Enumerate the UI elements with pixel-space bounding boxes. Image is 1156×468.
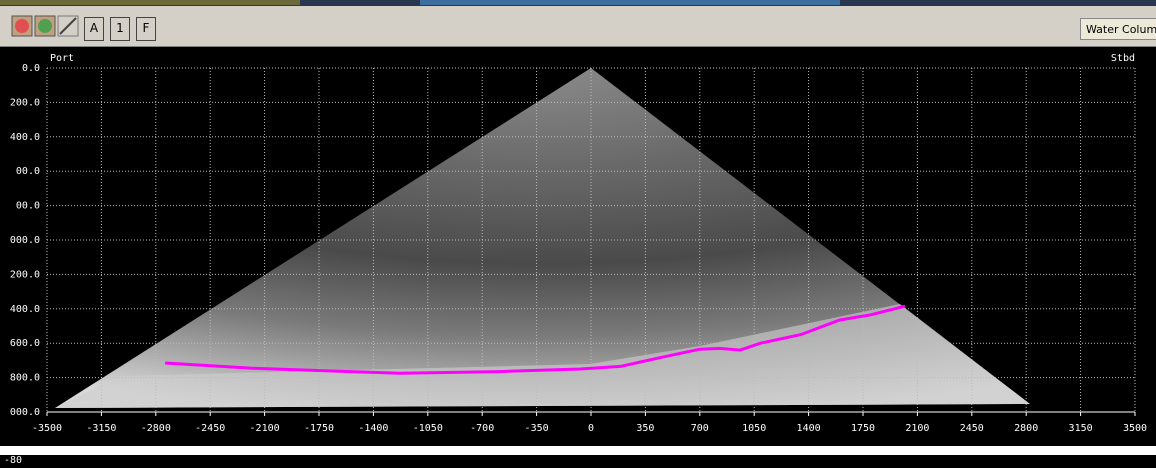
y-tick-label: 400.0 [10,132,40,143]
x-tick-label: 2100 [905,423,929,434]
x-tick-label: -350 [525,423,549,434]
stbd-label: Stbd [1111,53,1135,64]
x-tick-label: 3150 [1069,423,1093,434]
x-tick-label: 2450 [960,423,984,434]
x-tick-label: 0 [588,423,594,434]
x-tick-label: 1750 [851,423,875,434]
chart: 0.0 200.0 400.0 00.0 00.0 000.0 200.0 400.0 600.… [0,53,1156,466]
slider-min-label: -80 [4,455,22,466]
toolbar-icons[interactable] [0,6,170,46]
x-tick-label: 350 [636,423,654,434]
x-tick-label: -700 [470,423,494,434]
y-tick-label: 400.0 [10,304,40,315]
y-tick-label: 800.0 [10,373,40,384]
x-tick-label: -3500 [32,423,62,434]
top-strip [0,0,1156,6]
x-tick-label: -1400 [358,423,388,434]
x-tick-label: 700 [691,423,709,434]
x-tick-label: 1050 [742,423,766,434]
x-tick-label: 3500 [1123,423,1147,434]
tool-button[interactable]: A [84,17,104,41]
toolbar: A 1 F Water Column [0,6,1156,47]
y-tick-label: 00.0 [16,201,40,212]
y-tick-label: 200.0 [10,269,40,280]
slider[interactable] [0,446,1156,455]
x-tick-label: -2800 [141,423,171,434]
y-tick-label: 00.0 [16,166,40,177]
x-tick-label: -3150 [86,423,116,434]
x-tick-label: -2100 [250,423,280,434]
x-tick-label: 2800 [1014,423,1038,434]
x-tick-label: 1400 [797,423,821,434]
x-tick-label: -1750 [304,423,334,434]
bottom-line [165,304,906,375]
y-tick-label: 200.0 [10,97,40,108]
water-column-button[interactable]: Water Column [1080,18,1156,40]
y-tick-label: 000.0 [10,235,40,246]
y-tick-label: 000.0 [10,407,40,418]
y-tick-label: 0.0 [22,63,40,74]
seafloor-return [55,304,1030,408]
port-label: Port [50,53,74,64]
tool-button[interactable]: F [136,17,156,41]
y-tick-label: 600.0 [10,338,40,349]
water-column-fan [55,68,1030,408]
x-tick-label: -2450 [195,423,225,434]
x-tick-label: -1050 [413,423,443,434]
tool-button[interactable]: 1 [110,17,130,41]
